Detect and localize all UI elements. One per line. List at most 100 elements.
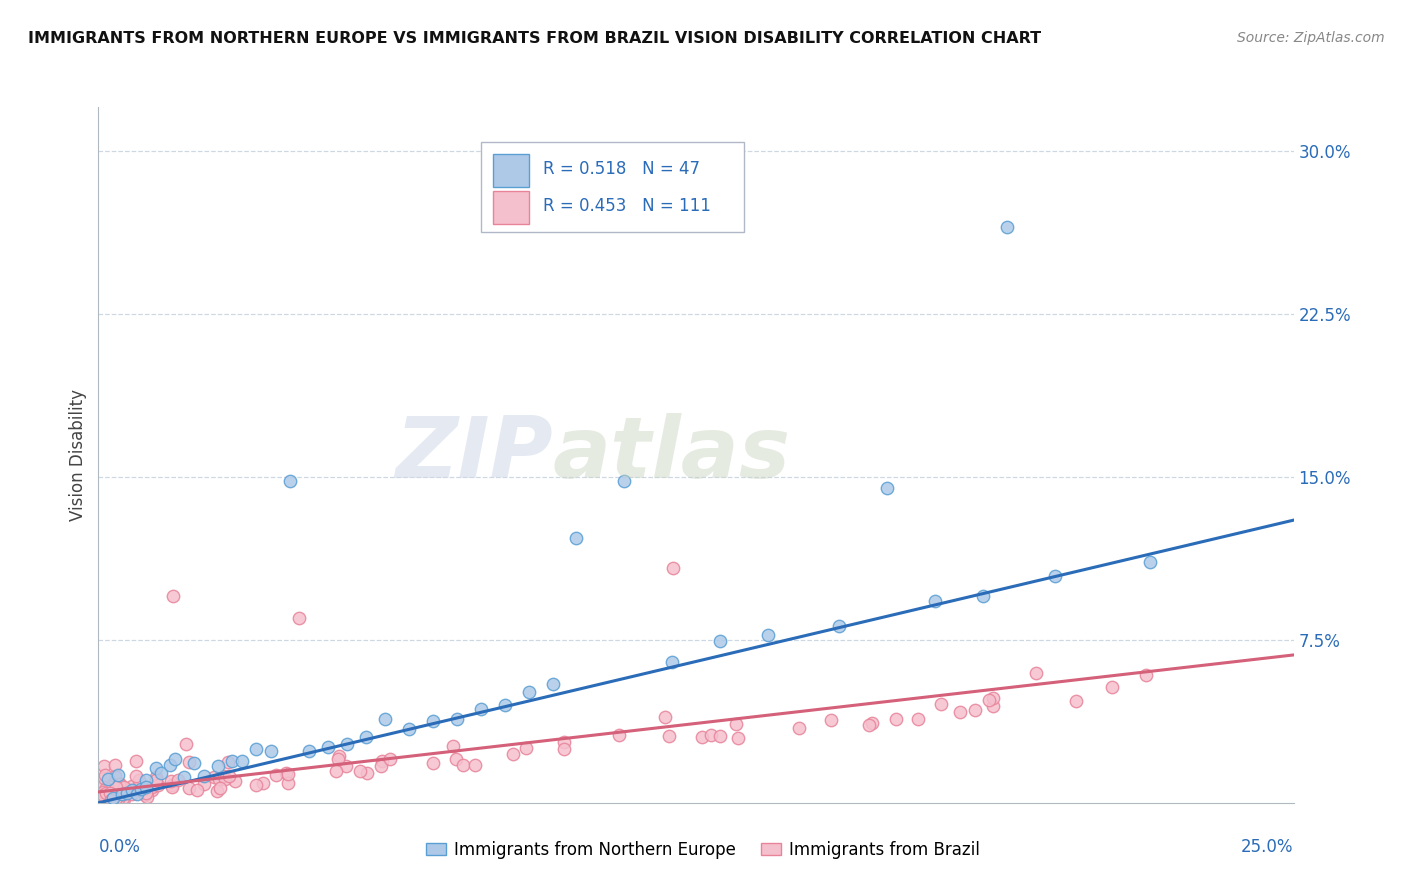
Point bbox=[725, 717, 748, 731]
Point bbox=[141, 780, 163, 794]
Point bbox=[541, 677, 564, 691]
Point bbox=[336, 737, 359, 751]
Point bbox=[125, 787, 148, 801]
Point bbox=[444, 752, 467, 766]
FancyBboxPatch shape bbox=[494, 191, 529, 224]
Point bbox=[252, 776, 274, 790]
Point bbox=[162, 589, 184, 603]
Point bbox=[94, 768, 117, 782]
Point bbox=[607, 728, 630, 742]
Point bbox=[335, 759, 357, 773]
Point bbox=[173, 770, 195, 784]
Point bbox=[94, 786, 117, 800]
Point bbox=[860, 715, 883, 730]
Point bbox=[186, 783, 208, 797]
Point bbox=[91, 778, 114, 792]
Point bbox=[100, 789, 122, 803]
Point bbox=[789, 722, 811, 736]
Point bbox=[160, 774, 183, 789]
Point bbox=[105, 780, 128, 795]
Point bbox=[1043, 569, 1066, 583]
Point bbox=[141, 782, 163, 797]
Point bbox=[217, 755, 239, 769]
Point bbox=[828, 619, 851, 633]
Point bbox=[193, 777, 215, 791]
Point bbox=[145, 776, 167, 790]
Point bbox=[177, 755, 200, 769]
Point bbox=[699, 728, 721, 742]
Point bbox=[212, 769, 235, 783]
Point bbox=[654, 709, 676, 723]
Point bbox=[929, 698, 952, 712]
Point bbox=[135, 773, 157, 788]
Point bbox=[374, 712, 396, 726]
Point bbox=[981, 691, 1004, 706]
Point bbox=[91, 788, 114, 802]
Point bbox=[160, 778, 183, 792]
Point bbox=[709, 729, 731, 743]
Point bbox=[205, 783, 228, 797]
Point bbox=[1064, 694, 1087, 708]
FancyBboxPatch shape bbox=[481, 142, 744, 232]
Point bbox=[972, 589, 994, 603]
Point bbox=[661, 655, 683, 669]
Point bbox=[131, 781, 153, 796]
Point bbox=[160, 780, 183, 794]
Point bbox=[214, 772, 236, 787]
Point bbox=[565, 531, 588, 545]
Point bbox=[349, 764, 371, 778]
Text: 25.0%: 25.0% bbox=[1241, 838, 1294, 856]
Point bbox=[658, 729, 681, 743]
Point bbox=[128, 772, 150, 787]
Text: ZIP: ZIP bbox=[395, 413, 553, 497]
Point bbox=[245, 742, 267, 756]
Point bbox=[159, 757, 181, 772]
Point bbox=[145, 761, 167, 775]
Point bbox=[981, 699, 1004, 714]
Point bbox=[441, 739, 464, 754]
Point bbox=[370, 759, 392, 773]
Point bbox=[179, 780, 201, 795]
Point bbox=[94, 780, 117, 795]
Point bbox=[298, 744, 321, 758]
Point bbox=[326, 752, 349, 766]
Point bbox=[963, 703, 986, 717]
Point bbox=[756, 628, 779, 642]
Point bbox=[662, 561, 685, 575]
Text: 0.0%: 0.0% bbox=[98, 838, 141, 856]
Point bbox=[104, 790, 127, 805]
Point bbox=[112, 792, 135, 806]
Point bbox=[101, 791, 124, 805]
Point bbox=[202, 770, 225, 784]
Point bbox=[112, 780, 135, 795]
Point bbox=[277, 776, 299, 790]
Point bbox=[858, 718, 880, 732]
Point bbox=[231, 754, 253, 768]
Point bbox=[820, 713, 842, 727]
Point bbox=[264, 767, 287, 781]
Point bbox=[470, 702, 492, 716]
Text: R = 0.518   N = 47: R = 0.518 N = 47 bbox=[543, 160, 700, 178]
Point bbox=[278, 474, 301, 488]
Point bbox=[91, 788, 114, 802]
Point bbox=[143, 778, 166, 792]
Point bbox=[221, 754, 243, 768]
Point bbox=[354, 730, 377, 744]
Point bbox=[692, 730, 714, 744]
Point bbox=[1025, 666, 1047, 681]
Point bbox=[97, 772, 120, 787]
Point bbox=[208, 781, 231, 796]
Point bbox=[108, 777, 131, 791]
Point bbox=[125, 754, 148, 768]
Text: atlas: atlas bbox=[553, 413, 790, 497]
Point bbox=[316, 739, 339, 754]
Point bbox=[515, 741, 537, 756]
Point bbox=[924, 594, 946, 608]
Point bbox=[995, 219, 1018, 234]
Point bbox=[245, 778, 267, 792]
Y-axis label: Vision Disability: Vision Disability bbox=[69, 389, 87, 521]
Point bbox=[174, 737, 197, 751]
Point bbox=[276, 765, 298, 780]
Point bbox=[277, 767, 299, 781]
Point bbox=[93, 771, 115, 785]
